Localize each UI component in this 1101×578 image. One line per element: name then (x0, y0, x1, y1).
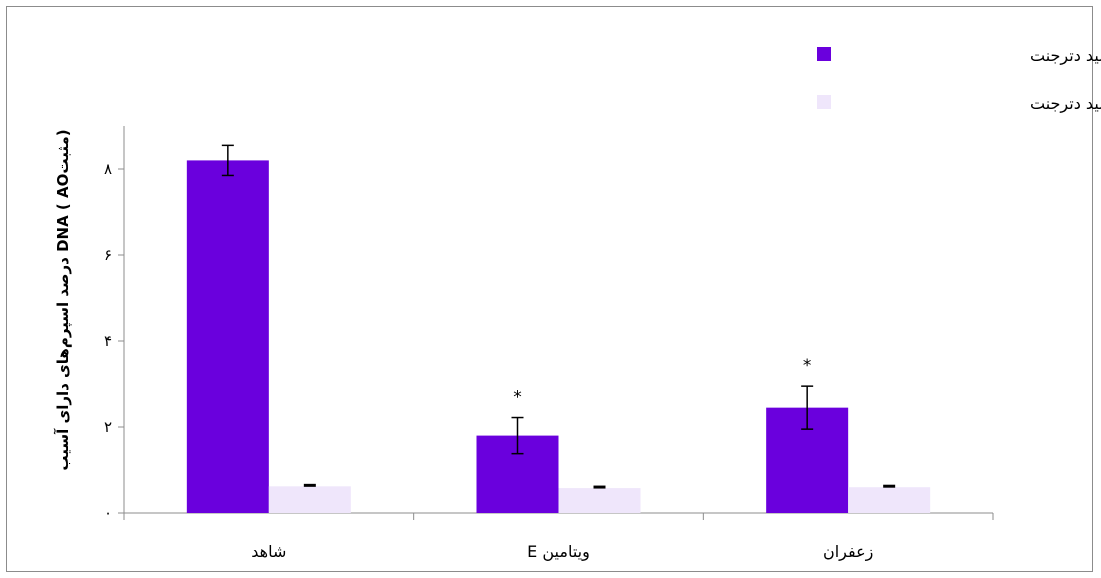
bar (848, 487, 931, 513)
x-category-label: زعفران (823, 542, 873, 562)
x-category-label: شاهد (251, 542, 286, 561)
legend: با اسید دترجنت بدون اسید دترجنت (817, 46, 1101, 114)
bar (558, 488, 641, 513)
y-tick-label: ۶ (104, 246, 112, 264)
y-axis-label: درصد اسپرم‌های دارای آسیب DNA ( AOمثبت) (54, 129, 73, 470)
bar (268, 486, 351, 513)
legend-label: با اسید دترجنت (1030, 46, 1101, 66)
y-tick-label: ۴ (104, 332, 112, 350)
y-tick-label: ۸ (104, 160, 112, 178)
bars: ** (186, 144, 931, 513)
legend-swatch (817, 47, 831, 61)
y-tick-label: ۲ (104, 418, 112, 436)
x-category-label: ویتامین E (527, 542, 590, 562)
significance-marker: * (803, 356, 812, 376)
significance-marker: * (513, 388, 522, 408)
legend-swatch (817, 95, 831, 109)
y-tick-label: ۰ (104, 504, 112, 522)
chart-frame (6, 6, 1093, 572)
legend-label: بدون اسید دترجنت (1030, 94, 1101, 114)
bar (186, 160, 269, 513)
